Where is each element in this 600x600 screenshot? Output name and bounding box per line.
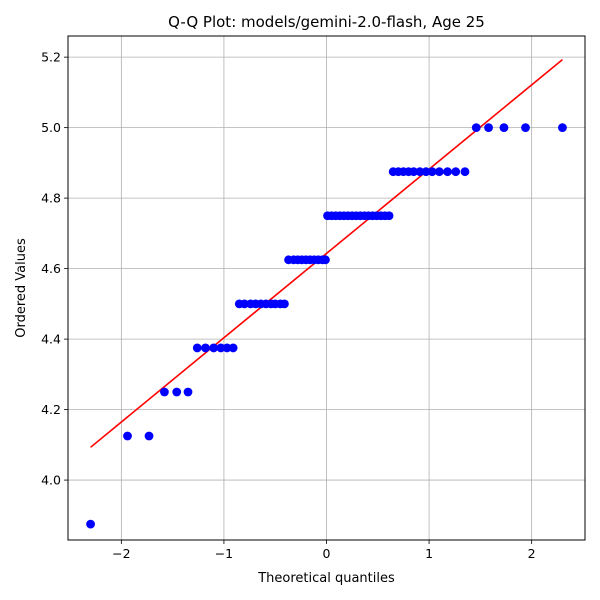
data-point xyxy=(280,299,289,309)
data-point xyxy=(222,343,232,353)
data-point xyxy=(499,123,509,133)
data-point xyxy=(209,343,219,353)
x-axis-label: Theoretical quantiles xyxy=(257,571,395,586)
y-axis-label: Ordered Values xyxy=(14,238,29,338)
data-point xyxy=(160,387,169,397)
y-tick-label: 4.4 xyxy=(41,332,61,347)
data-point xyxy=(484,123,493,133)
data-point xyxy=(471,123,481,133)
data-point xyxy=(321,255,330,265)
data-point xyxy=(558,123,567,133)
data-point xyxy=(123,431,132,441)
x-tick-label: −2 xyxy=(112,546,130,561)
data-point xyxy=(192,343,202,353)
grid-lines xyxy=(68,36,585,540)
chart-title: Q-Q Plot: models/gemini-2.0-flash, Age 2… xyxy=(168,13,485,31)
scatter-points xyxy=(86,123,567,529)
fit-line-layer xyxy=(90,58,563,448)
data-point xyxy=(144,431,154,441)
x-tick-label: 1 xyxy=(425,546,433,561)
data-point xyxy=(240,299,249,309)
y-tick-label: 4.6 xyxy=(41,261,61,276)
y-tick-label: 5.0 xyxy=(41,120,61,135)
data-point xyxy=(228,343,238,353)
fit-line xyxy=(90,58,563,448)
axis-ticks: −2 −1 0 1 2 4.0 4.2 4.4 4.6 4.8 5.0 5.2 xyxy=(41,50,536,561)
data-point xyxy=(521,123,530,133)
x-tick-label: −1 xyxy=(215,546,233,561)
data-point xyxy=(384,211,394,221)
y-tick-label: 4.8 xyxy=(41,191,61,206)
y-tick-label: 5.2 xyxy=(41,50,61,65)
data-point xyxy=(172,387,182,397)
data-point xyxy=(421,167,431,177)
x-tick-label: 2 xyxy=(528,546,536,561)
data-point xyxy=(427,167,437,177)
data-point xyxy=(409,167,419,177)
data-point xyxy=(434,167,444,177)
data-point xyxy=(451,167,461,177)
data-point xyxy=(460,167,470,177)
x-tick-label: 0 xyxy=(323,546,331,561)
data-point xyxy=(415,167,425,177)
y-tick-label: 4.0 xyxy=(41,473,61,488)
data-point xyxy=(86,519,95,529)
data-point xyxy=(183,387,193,397)
data-point xyxy=(201,343,210,353)
y-tick-label: 4.2 xyxy=(41,402,61,417)
data-point xyxy=(443,167,452,177)
data-point xyxy=(216,343,226,353)
